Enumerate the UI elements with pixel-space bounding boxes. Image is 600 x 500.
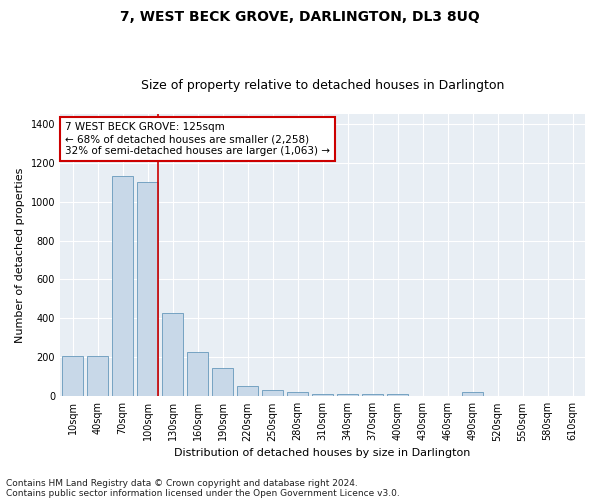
Bar bbox=[337, 394, 358, 396]
Title: Size of property relative to detached houses in Darlington: Size of property relative to detached ho… bbox=[141, 79, 504, 92]
Text: Contains public sector information licensed under the Open Government Licence v3: Contains public sector information licen… bbox=[6, 488, 400, 498]
Text: 7, WEST BECK GROVE, DARLINGTON, DL3 8UQ: 7, WEST BECK GROVE, DARLINGTON, DL3 8UQ bbox=[120, 10, 480, 24]
X-axis label: Distribution of detached houses by size in Darlington: Distribution of detached houses by size … bbox=[175, 448, 471, 458]
Y-axis label: Number of detached properties: Number of detached properties bbox=[15, 168, 25, 343]
Text: Contains HM Land Registry data © Crown copyright and database right 2024.: Contains HM Land Registry data © Crown c… bbox=[6, 478, 358, 488]
Bar bbox=[112, 176, 133, 396]
Bar bbox=[87, 356, 108, 397]
Bar bbox=[462, 392, 483, 396]
Bar bbox=[62, 356, 83, 397]
Bar bbox=[237, 386, 258, 396]
Bar bbox=[187, 352, 208, 397]
Bar bbox=[162, 312, 183, 396]
Bar bbox=[287, 392, 308, 396]
Bar bbox=[362, 394, 383, 396]
Bar bbox=[312, 394, 333, 396]
Text: 7 WEST BECK GROVE: 125sqm
← 68% of detached houses are smaller (2,258)
32% of se: 7 WEST BECK GROVE: 125sqm ← 68% of detac… bbox=[65, 122, 330, 156]
Bar bbox=[262, 390, 283, 396]
Bar bbox=[212, 368, 233, 396]
Bar bbox=[387, 394, 408, 396]
Bar bbox=[137, 182, 158, 396]
